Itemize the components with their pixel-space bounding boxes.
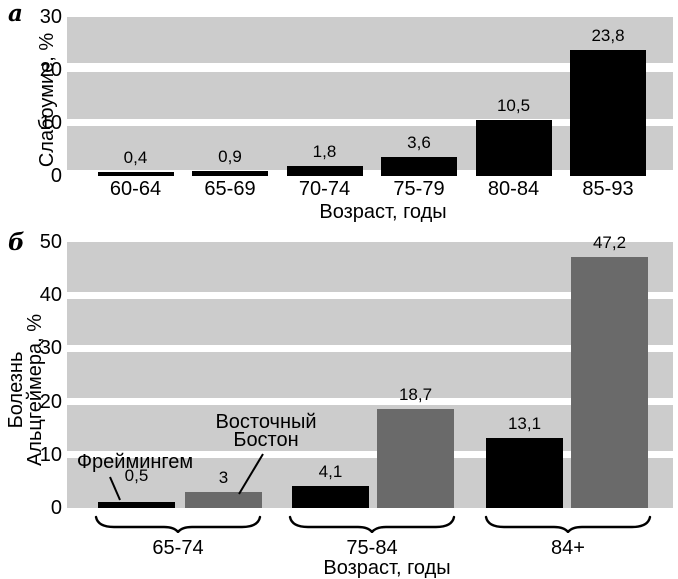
panel-b-ytick-40: 40 (39, 284, 62, 307)
panel-a-plot-area: 0,4 0,9 1,8 3,6 10,5 23,8 (67, 17, 673, 176)
panel-a-letter: а (8, 0, 23, 27)
panel-b-letter: б (8, 229, 25, 256)
panel-b-bar-framingham-84+ (486, 438, 563, 508)
panel-a-category-label-60-64: 60-64 (109, 178, 162, 200)
panel-b-group-label-75-84: 75-84 (346, 537, 398, 559)
panel-a-bar-80-84 (475, 120, 552, 176)
panel-b-x-axis-title: Возраст, годы (323, 557, 451, 579)
panel-b-bar-east-boston-84+ (571, 256, 648, 508)
panel-a-value-label-65-69: 0,9 (218, 147, 242, 167)
panel-a-value-label-85-93: 23,8 (591, 25, 625, 45)
panel-b-value-label-framingham-65-74: 0,5 (124, 466, 149, 485)
panel-a-value-label-80-84: 10,5 (496, 96, 531, 116)
panel-a-ytick-0: 0 (50, 165, 62, 187)
panel-a-category-label-75-79: 75-79 (393, 178, 445, 200)
panel-a-category-label-65-69: 65-69 (204, 178, 256, 200)
panel-b-bar-framingham-75-84 (292, 486, 369, 508)
leader-line-framingham (109, 476, 121, 501)
annotation-east-boston: Восточный Бостон (215, 411, 317, 451)
panel-a-bar-65-69 (192, 171, 268, 176)
panel-b-bar-framingham-65-74 (98, 502, 175, 508)
panel-a-bar-75-79 (381, 156, 457, 176)
panel-a-value-label-70-74: 1,8 (312, 142, 337, 162)
panel-a-category-label-85-93: 85-93 (582, 178, 634, 200)
panel-b-group-label-84+: 84+ (551, 537, 585, 559)
panel-b-plot-area: 0,5 4,1 13,1 3 18,7 47,2 (67, 234, 673, 508)
group-brace-84+ (484, 515, 652, 533)
panel-a-ytick-20: 20 (39, 59, 62, 81)
panel-a-ytick-30: 30 (39, 6, 62, 28)
panel-b-value-label-framingham-84+: 13,1 (507, 414, 542, 434)
panel-b-group-label-65-74: 65-74 (152, 537, 204, 559)
panel-b-value-label-east-boston-75-84: 18,7 (398, 384, 433, 404)
group-brace-75-84 (288, 515, 456, 533)
panel-b-value-label-framingham-75-84: 4,1 (318, 462, 343, 482)
panel-b-bar-east-boston-65-74 (185, 492, 262, 508)
panel-b-ytick-0: 0 (50, 497, 62, 519)
panel-a-ytick-10: 10 (39, 112, 62, 134)
panel-a-category-label-80-84: 80-84 (487, 178, 540, 200)
panel-b-value-label-east-boston-84+: 47,2 (592, 232, 627, 252)
annotation-framingham: Фреймингем (76, 451, 194, 473)
panel-a-bar-85-93 (570, 49, 646, 176)
panel-a-bar-70-74 (286, 166, 363, 176)
panel-a-x-axis-title: Возраст, годы (319, 201, 447, 223)
leader-line-east-boston (238, 453, 264, 495)
group-brace-65-74 (94, 515, 262, 533)
panel-b-ytick-10: 10 (39, 443, 62, 466)
panel-b-ytick-20: 20 (39, 390, 62, 413)
panel-a-value-label-60-64: 0,4 (123, 148, 148, 167)
panel-b-value-label-east-boston-65-74: 3 (218, 468, 229, 488)
panel-a-value-label-75-79: 3,6 (407, 132, 431, 152)
panel-a-bar-60-64 (97, 172, 174, 176)
panel-a-category-label-70-74: 70-74 (298, 178, 351, 200)
panel-b-bar-east-boston-75-84 (377, 408, 454, 508)
panel-b-ytick-30: 30 (39, 337, 62, 360)
panel-b-ytick-50: 50 (39, 231, 62, 253)
